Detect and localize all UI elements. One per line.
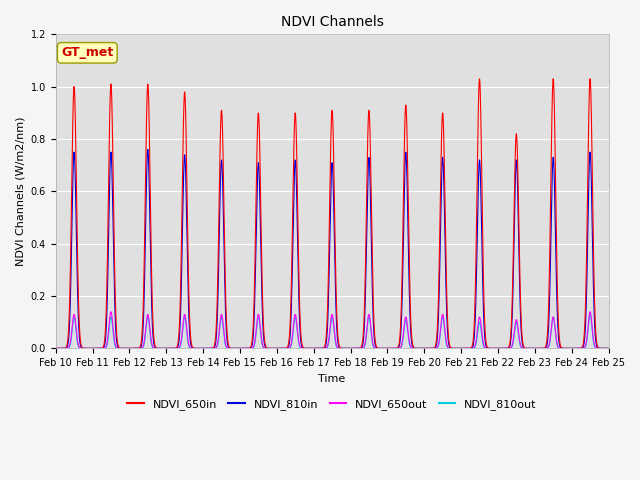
Title: NDVI Channels: NDVI Channels — [280, 15, 383, 29]
NDVI_810in — [288, 288, 296, 294]
NDVI_650out — [264, 346, 271, 351]
X-axis label: Time: Time — [319, 373, 346, 384]
NDVI_650in — [52, 346, 60, 351]
Line: NDVI_650out: NDVI_650out — [56, 312, 609, 348]
NDVI_650in — [534, 346, 542, 351]
NDVI_650out — [288, 338, 296, 344]
NDVI_810in — [115, 345, 122, 351]
NDVI_650out — [534, 346, 542, 351]
Y-axis label: NDVI Channels (W/m2/nm): NDVI Channels (W/m2/nm) — [15, 117, 25, 266]
NDVI_810out — [148, 341, 156, 347]
NDVI_810in — [534, 346, 542, 351]
NDVI_810in — [148, 303, 156, 309]
NDVI_650in — [115, 344, 122, 350]
NDVI_810out — [52, 346, 60, 351]
NDVI_810out — [288, 341, 296, 347]
NDVI_810in — [144, 146, 152, 152]
Line: NDVI_650in: NDVI_650in — [56, 79, 609, 348]
NDVI_650in — [586, 76, 594, 82]
Line: NDVI_810in: NDVI_810in — [56, 149, 609, 348]
NDVI_650in — [264, 346, 271, 351]
NDVI_650out — [115, 346, 122, 351]
Line: NDVI_810out: NDVI_810out — [56, 314, 609, 348]
NDVI_650out — [586, 309, 594, 315]
NDVI_810in — [605, 346, 612, 351]
NDVI_650out — [594, 346, 602, 351]
NDVI_810in — [594, 345, 602, 351]
NDVI_650in — [594, 344, 602, 350]
NDVI_650in — [605, 346, 612, 351]
NDVI_810in — [264, 346, 271, 351]
NDVI_810out — [534, 346, 542, 351]
NDVI_650in — [288, 270, 296, 276]
NDVI_810out — [586, 312, 594, 317]
NDVI_810out — [115, 346, 122, 351]
NDVI_810out — [594, 346, 602, 351]
NDVI_810out — [264, 346, 271, 351]
NDVI_810out — [605, 346, 612, 351]
Text: GT_met: GT_met — [61, 46, 113, 60]
NDVI_650out — [52, 346, 60, 351]
NDVI_650out — [605, 346, 612, 351]
NDVI_650out — [148, 339, 156, 345]
NDVI_810in — [52, 346, 60, 351]
NDVI_650in — [148, 266, 156, 272]
Legend: NDVI_650in, NDVI_810in, NDVI_650out, NDVI_810out: NDVI_650in, NDVI_810in, NDVI_650out, NDV… — [123, 395, 541, 415]
